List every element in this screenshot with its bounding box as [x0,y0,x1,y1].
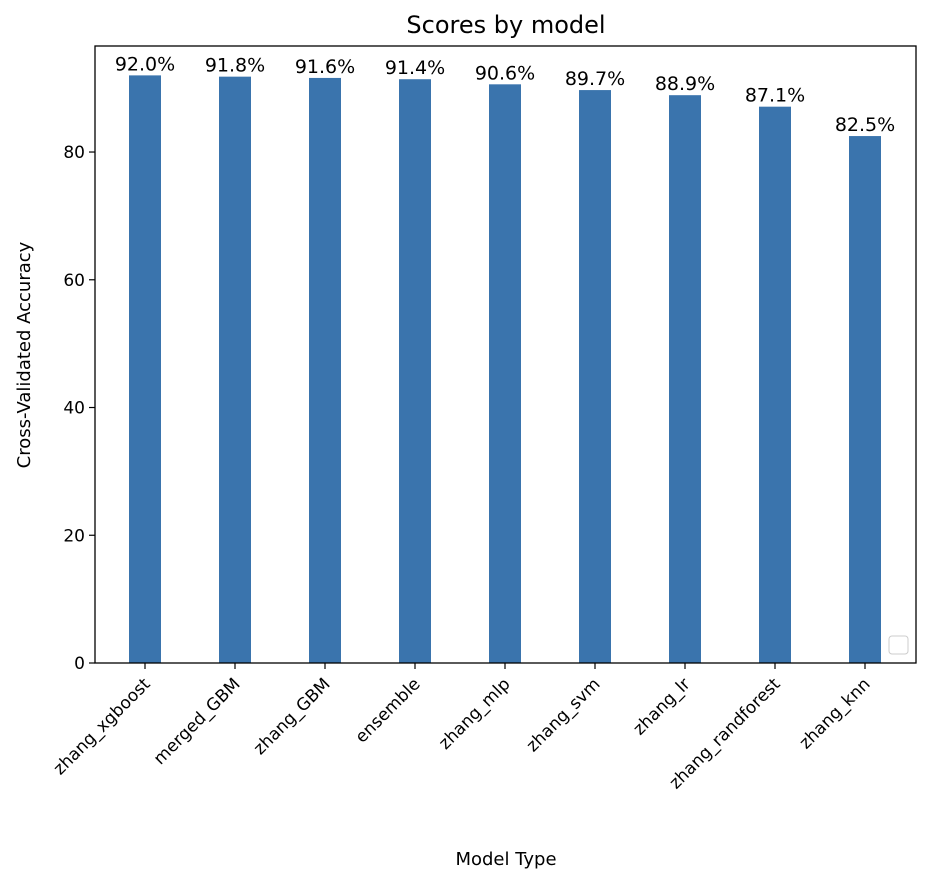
data-label-zhang_randforest: 87.1% [745,85,805,107]
y-axis-label: Cross-Validated Accuracy [14,241,35,468]
bar-zhang_lr [669,95,701,664]
legend-box [888,635,909,655]
y-axis: 0 20 40 60 80 [63,143,95,674]
x-tick-label-zhang_lr: zhang_lr [630,674,695,739]
data-label-zhang_knn: 82.5% [835,114,895,136]
x-tick-label-zhang_mlp: zhang_mlp [435,674,514,753]
bar-zhang_svm [579,90,611,664]
bars-layer [129,75,881,664]
x-tick-label-zhang_knn: zhang_knn [796,674,875,753]
bar-zhang_xgboost [129,75,161,663]
bar-zhang_randforest [759,106,791,664]
x-tick-label-merged_GBM: merged_GBM [150,674,245,769]
data-label-zhang_GBM: 91.6% [295,56,355,78]
bar-zhang_GBM [309,77,341,664]
data-label-merged_GBM: 91.8% [205,55,265,77]
data-label-zhang_svm: 89.7% [565,68,625,90]
data-labels-layer: 92.0% 91.8% 91.6% 91.4% 90.6% 89.7% 88.9% 87.1%… [115,53,895,136]
bar-merged_GBM [219,76,251,663]
y-tick-label-80: 80 [63,143,85,163]
data-label-zhang_lr: 88.9% [655,73,715,95]
y-tick-label-40: 40 [63,399,85,419]
data-label-zhang_xgboost: 92.0% [115,53,175,75]
plot-frame [94,45,917,664]
bar-ensemble [399,79,431,663]
y-tick-label-60: 60 [63,271,85,291]
y-tick-label-20: 20 [63,526,85,546]
y-tick-label-0: 0 [74,654,85,674]
x-axis-label: Model Type [455,849,556,870]
data-label-ensemble: 91.4% [385,57,445,79]
data-label-zhang_mlp: 90.6% [475,62,535,84]
chart-title: Scores by model [406,11,605,39]
x-tick-label-zhang_svm: zhang_svm [523,674,605,756]
bar-zhang_knn [849,136,881,663]
x-tick-label-zhang_xgboost: zhang_xgboost [50,674,155,779]
bar-zhang_mlp [489,84,521,663]
x-tick-label-ensemble: ensemble [352,674,425,747]
x-tick-label-zhang_GBM: zhang_GBM [250,674,335,759]
